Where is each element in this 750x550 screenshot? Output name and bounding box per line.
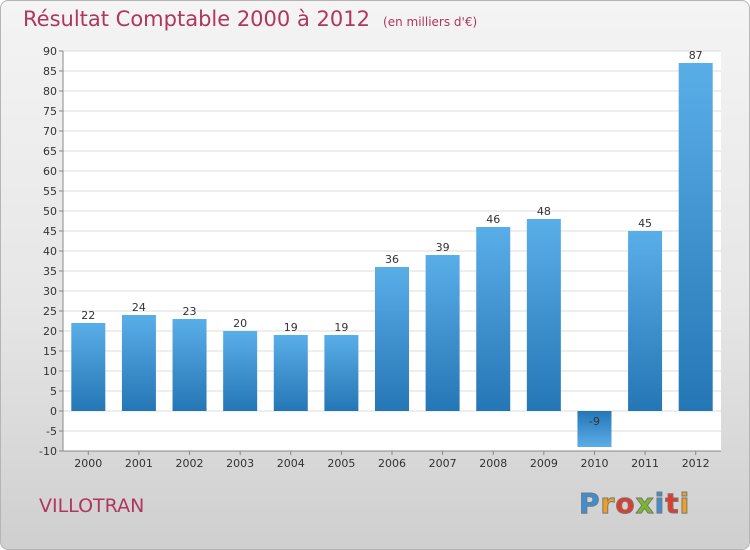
bar-value-label: 19 bbox=[284, 321, 298, 334]
x-tick-label: 2010 bbox=[580, 457, 608, 470]
bar bbox=[121, 315, 156, 411]
bar bbox=[223, 331, 258, 411]
y-tick-label: 65 bbox=[43, 145, 57, 158]
bar bbox=[678, 63, 713, 411]
y-tick-label: 50 bbox=[43, 205, 57, 218]
bar-value-label: 39 bbox=[436, 241, 450, 254]
bar bbox=[425, 255, 460, 411]
proxiti-logo: Proxiti bbox=[579, 487, 691, 521]
bar bbox=[476, 227, 511, 411]
y-tick-label: 45 bbox=[43, 225, 57, 238]
bar-value-label: 20 bbox=[233, 317, 247, 330]
y-tick-label: 60 bbox=[43, 165, 57, 178]
x-tick-label: 2007 bbox=[429, 457, 457, 470]
y-tick-label: 80 bbox=[43, 85, 57, 98]
bar-value-label: 36 bbox=[385, 253, 399, 266]
x-tick-label: 2006 bbox=[378, 457, 406, 470]
chart-title: Résultat Comptable 2000 à 2012 bbox=[23, 7, 370, 31]
y-tick-label: 25 bbox=[43, 305, 57, 318]
x-tick-label: 2003 bbox=[226, 457, 254, 470]
bar bbox=[71, 323, 106, 411]
x-tick-label: 2012 bbox=[682, 457, 710, 470]
x-tick-label: 2011 bbox=[631, 457, 659, 470]
bar bbox=[375, 267, 409, 411]
bar-value-label: 24 bbox=[132, 301, 146, 314]
x-tick-label: 2002 bbox=[176, 457, 204, 470]
y-tick-label: 15 bbox=[43, 345, 57, 358]
chart-title-block: Résultat Comptable 2000 à 2012 (en milli… bbox=[23, 7, 477, 31]
bar bbox=[172, 319, 207, 411]
bar-value-label: 22 bbox=[81, 309, 95, 322]
x-tick-label: 2009 bbox=[530, 457, 558, 470]
y-tick-label: -5 bbox=[46, 425, 57, 438]
bar bbox=[628, 231, 663, 411]
y-tick-label: 85 bbox=[43, 65, 57, 78]
bar-value-label: 87 bbox=[689, 49, 703, 62]
bar-value-label: 46 bbox=[486, 213, 500, 226]
y-tick-label: -10 bbox=[39, 445, 57, 458]
y-tick-label: 70 bbox=[43, 125, 57, 138]
x-tick-label: 2001 bbox=[125, 457, 153, 470]
y-tick-label: 55 bbox=[43, 185, 57, 198]
y-tick-label: 20 bbox=[43, 325, 57, 338]
x-tick-label: 2008 bbox=[479, 457, 507, 470]
y-tick-label: 35 bbox=[43, 265, 57, 278]
bar-value-label: 48 bbox=[537, 205, 551, 218]
x-tick-label: 2005 bbox=[327, 457, 355, 470]
bar bbox=[324, 335, 359, 411]
bar-value-label: 23 bbox=[183, 305, 197, 318]
x-tick-label: 2004 bbox=[277, 457, 305, 470]
bar-value-label: -9 bbox=[589, 415, 600, 428]
y-tick-label: 5 bbox=[50, 385, 57, 398]
x-tick-label: 2000 bbox=[74, 457, 102, 470]
y-tick-label: 0 bbox=[50, 405, 57, 418]
y-tick-label: 40 bbox=[43, 245, 57, 258]
town-name: VILLOTRAN bbox=[39, 495, 145, 517]
y-tick-label: 90 bbox=[43, 45, 57, 58]
y-tick-label: 10 bbox=[43, 365, 57, 378]
bar bbox=[273, 335, 308, 411]
bar bbox=[577, 411, 612, 447]
bar-value-label: 19 bbox=[334, 321, 348, 334]
bar bbox=[526, 219, 561, 411]
y-tick-label: 75 bbox=[43, 105, 57, 118]
chart-subtitle: (en milliers d'€) bbox=[383, 15, 478, 29]
bar-value-label: 45 bbox=[638, 217, 652, 230]
y-tick-label: 30 bbox=[43, 285, 57, 298]
